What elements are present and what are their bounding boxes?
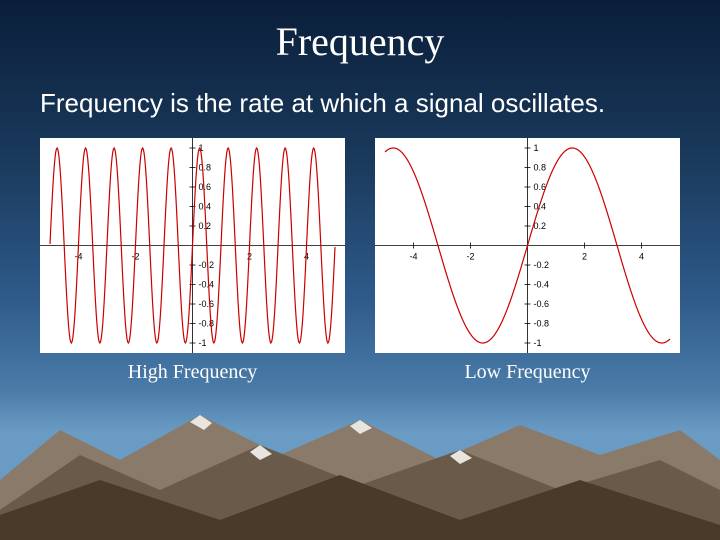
svg-text:2: 2 xyxy=(582,251,587,261)
svg-text:0.8: 0.8 xyxy=(199,162,212,172)
svg-text:-0.4: -0.4 xyxy=(534,279,550,289)
svg-text:-0.2: -0.2 xyxy=(199,260,215,270)
slide-title: Frequency xyxy=(0,0,720,65)
svg-text:0.8: 0.8 xyxy=(534,162,547,172)
svg-text:-1: -1 xyxy=(199,338,207,348)
svg-text:-4: -4 xyxy=(409,251,417,261)
svg-text:0.2: 0.2 xyxy=(199,221,212,231)
body-text: Frequency is the rate at which a signal … xyxy=(0,65,720,120)
charts-row: -4-22410.80.60.40.2-0.2-0.4-0.6-0.8-1 -4… xyxy=(0,120,720,353)
svg-text:-0.2: -0.2 xyxy=(534,260,550,270)
svg-text:0.6: 0.6 xyxy=(199,182,212,192)
svg-text:-2: -2 xyxy=(466,251,474,261)
chart-high-frequency: -4-22410.80.60.40.2-0.2-0.4-0.6-0.8-1 xyxy=(40,138,345,353)
svg-text:0.2: 0.2 xyxy=(534,221,547,231)
svg-text:-1: -1 xyxy=(534,338,542,348)
chart-low-frequency: -4-22410.80.60.40.2-0.2-0.4-0.6-0.8-1 xyxy=(375,138,680,353)
svg-text:4: 4 xyxy=(639,251,644,261)
mountain-backdrop xyxy=(0,360,720,540)
svg-text:-0.6: -0.6 xyxy=(199,299,215,309)
svg-text:-0.6: -0.6 xyxy=(534,299,550,309)
svg-text:-0.4: -0.4 xyxy=(199,279,215,289)
svg-text:-0.8: -0.8 xyxy=(534,318,550,328)
svg-text:1: 1 xyxy=(534,143,539,153)
